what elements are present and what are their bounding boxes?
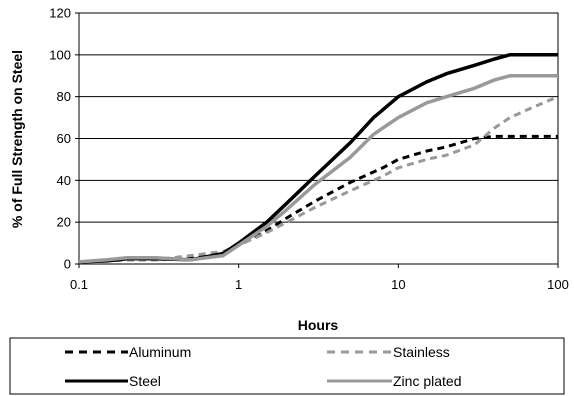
legend: Aluminum Stainless Steel Zinc plated	[9, 337, 565, 395]
y-tick-label: 60	[57, 131, 71, 146]
y-axis-title: % of Full Strength on Steel	[9, 50, 25, 228]
y-tick-label: 20	[57, 215, 71, 230]
series-lines	[78, 53, 559, 264]
x-tick-label: 10	[391, 277, 405, 292]
series-line-stainless	[78, 95, 559, 264]
x-axis-ticks: 0.1 1 10 100	[70, 264, 569, 292]
y-tick-label: 0	[64, 257, 71, 272]
legend-label-aluminum: Aluminum	[129, 344, 191, 360]
y-tick-label: 120	[49, 6, 71, 21]
y-tick-label: 80	[57, 89, 71, 104]
x-tick-label: 1	[235, 277, 242, 292]
y-tick-label: 40	[57, 173, 71, 188]
x-tick-label: 0.1	[70, 277, 88, 292]
x-tick-label: 100	[547, 277, 569, 292]
legend-label-zinc-plated: Zinc plated	[393, 373, 461, 389]
series-line-zinc-plated	[78, 74, 558, 264]
legend-box	[9, 337, 565, 395]
y-axis-ticks: 0 20 40 60 80 100 120	[49, 6, 79, 272]
legend-label-steel: Steel	[129, 373, 161, 389]
x-axis-title: Hours	[298, 317, 339, 333]
legend-label-stainless: Stainless	[393, 344, 450, 360]
y-tick-label: 100	[49, 47, 71, 62]
